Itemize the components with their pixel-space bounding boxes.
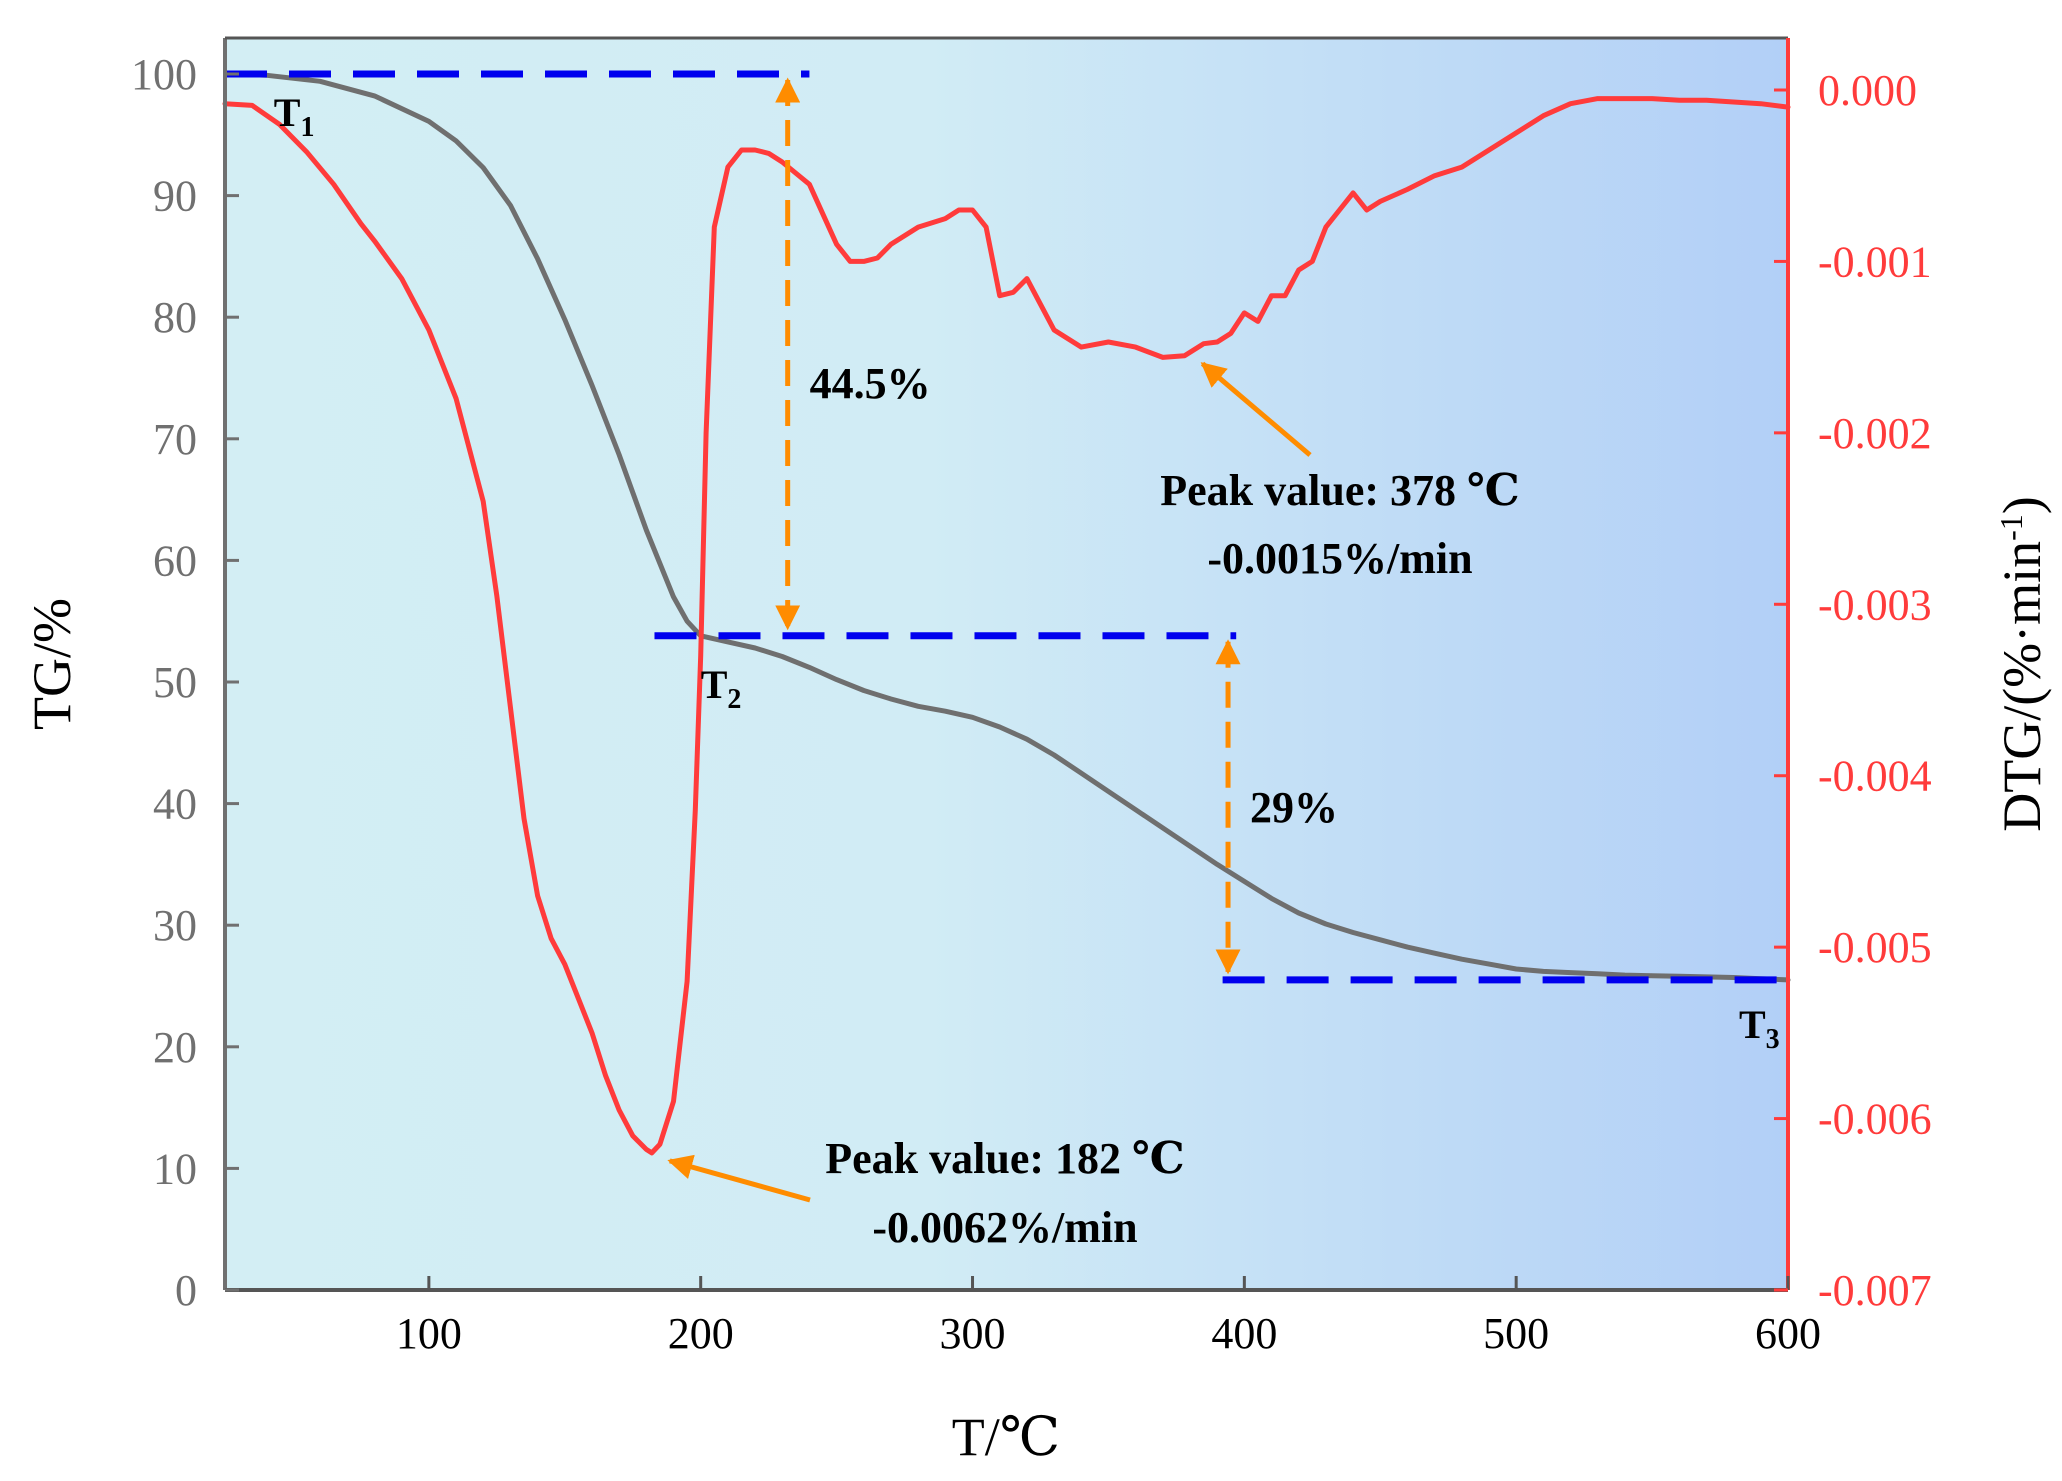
mass-loss-label: 44.5% (810, 359, 931, 408)
y-right-tick-label: -0.005 (1818, 923, 1932, 972)
y-left-tick-label: 20 (153, 1023, 197, 1072)
peak-pointer-arrow (1200, 361, 1312, 457)
y-left-tick-label: 70 (153, 415, 197, 464)
dtg-curve (222, 96, 1791, 1156)
x-tick-label: 200 (668, 1309, 734, 1358)
y-right-tick-label: -0.006 (1818, 1095, 1932, 1144)
x-tick-label: 400 (1211, 1309, 1277, 1358)
y-right-tick-label: -0.003 (1818, 580, 1932, 629)
y-right-axis-title-sup: -1 (1993, 514, 2029, 541)
step-marker-label: T3 (1739, 1002, 1780, 1055)
y-right-axis-title-end: ) (1992, 496, 2052, 514)
peak-label-line2: -0.0062%/min (872, 1203, 1137, 1252)
y-left-tick-label: 0 (175, 1266, 197, 1315)
y-left-tick-label: 30 (153, 901, 197, 950)
step-marker-label: T1 (274, 90, 315, 143)
y-left-tick-label: 100 (131, 50, 197, 99)
step-marker-subscript: 3 (1766, 1024, 1780, 1055)
y-right-tick-label: -0.007 (1818, 1266, 1932, 1315)
peak-label-line1: Peak value: 182 ℃ (825, 1134, 1184, 1183)
step-marker-letter: T (274, 90, 301, 135)
y-right-axis-title-main: DTG/(%·min (1992, 541, 2052, 832)
peak-label-line2: -0.0015%/min (1207, 534, 1472, 583)
step-marker-letter: T (701, 662, 728, 707)
x-tick-label: 300 (940, 1309, 1006, 1358)
peak-label-line1: Peak value: 378 ℃ (1160, 466, 1519, 515)
y-right-tick-label: -0.001 (1818, 237, 1932, 286)
y-right-axis-title: DTG/(%·min-1) (1992, 496, 2052, 832)
tg-curve (230, 71, 1791, 983)
peak-pointer-arrow (667, 1154, 811, 1203)
y-left-axis-title: TG/% (22, 598, 82, 730)
x-tick-label: 600 (1755, 1309, 1821, 1358)
y-left-tick-label: 40 (153, 780, 197, 829)
mass-loss-label: 29% (1250, 783, 1338, 832)
y-left-tick-label: 80 (153, 293, 197, 342)
step-marker-letter: T (1739, 1002, 1766, 1047)
y-left-tick-label: 90 (153, 172, 197, 221)
step-marker-subscript: 1 (300, 112, 314, 143)
y-right-tick-label: -0.004 (1818, 752, 1932, 801)
y-left-tick-label: 50 (153, 658, 197, 707)
y-right-tick-label: 0.000 (1818, 66, 1917, 115)
y-right-tick-label: -0.002 (1818, 409, 1932, 458)
y-left-tick-label: 10 (153, 1144, 197, 1193)
x-axis-title: T/℃ (952, 1407, 1060, 1467)
step-marker-label: T2 (701, 662, 742, 715)
x-tick-label: 500 (1483, 1309, 1549, 1358)
x-tick-label: 100 (396, 1309, 462, 1358)
y-left-tick-label: 60 (153, 536, 197, 585)
plot-background (225, 38, 1788, 1290)
step-marker-subscript: 2 (727, 684, 741, 715)
